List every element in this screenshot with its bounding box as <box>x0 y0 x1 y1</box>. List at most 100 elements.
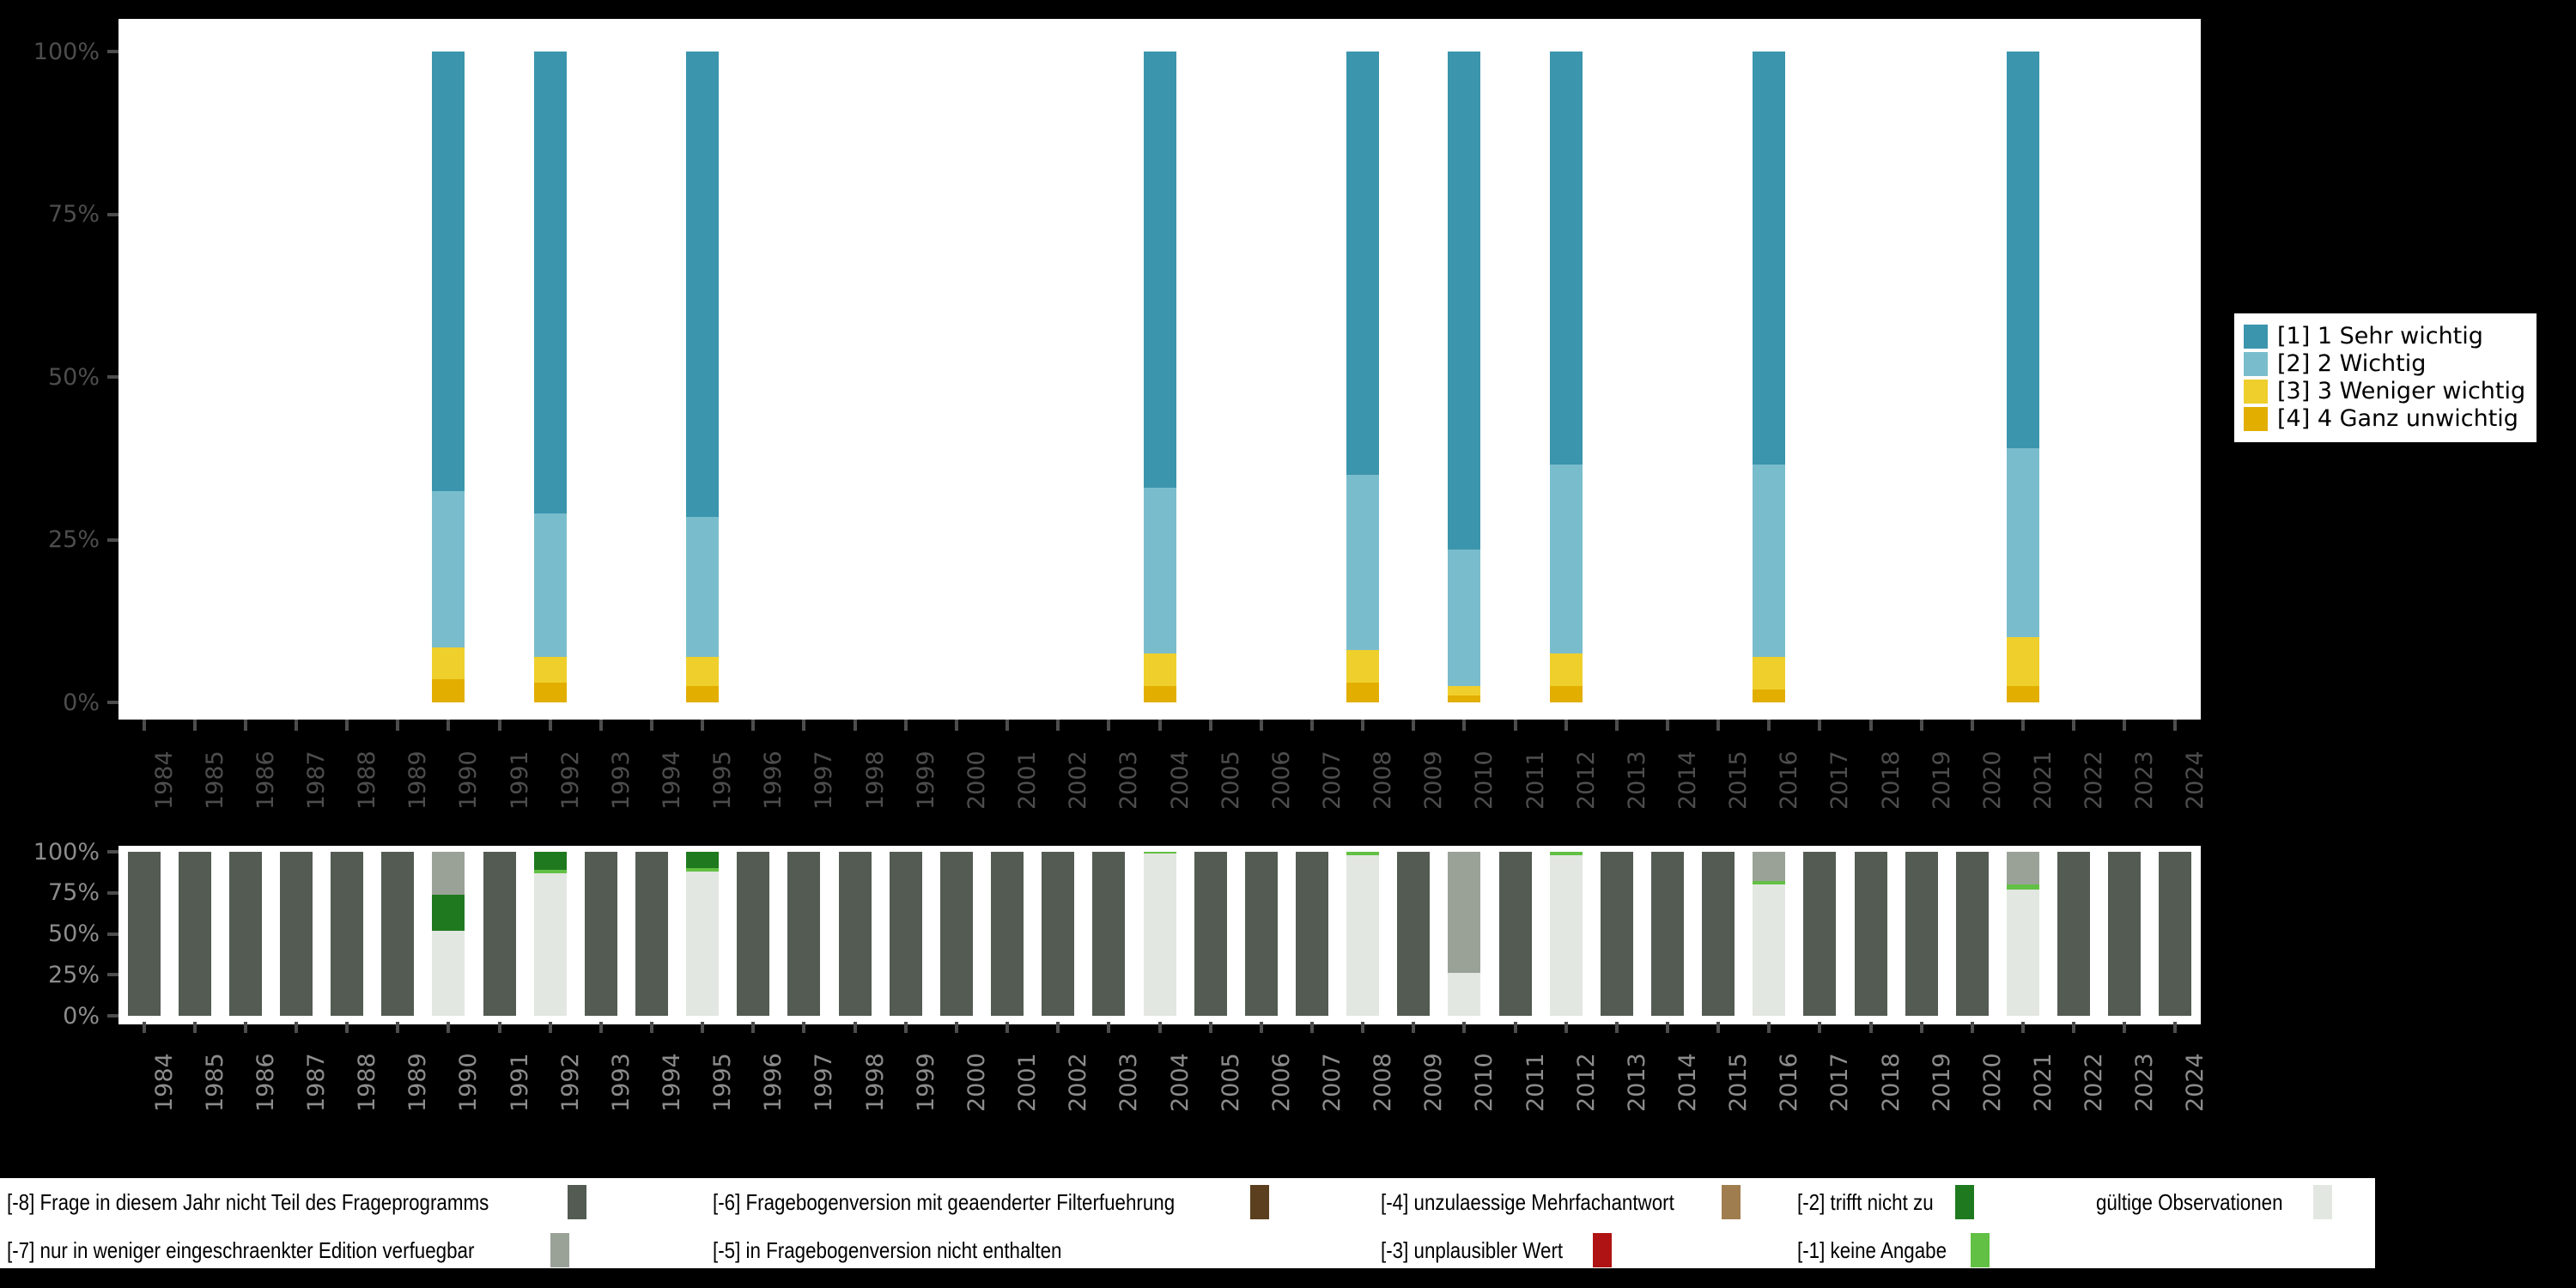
main-bar[interactable] <box>1549 52 1583 702</box>
main-bar[interactable] <box>432 52 465 702</box>
meta-bar[interactable] <box>1448 852 1481 1016</box>
meta-bar[interactable] <box>1702 852 1735 1016</box>
main-bar[interactable] <box>533 52 567 702</box>
missing-legend-label: [-1] keine Angabe <box>1797 1237 1947 1263</box>
main-x-tick-mark <box>701 720 705 731</box>
meta-bar[interactable] <box>1650 852 1684 1016</box>
meta-x-tick-label: 1992 <box>556 1053 584 1112</box>
meta-x-tick-mark <box>1665 1022 1669 1033</box>
meta-bar[interactable] <box>2006 852 2039 1016</box>
meta-x-tick-label: 1999 <box>912 1053 939 1112</box>
meta-bar[interactable] <box>737 852 770 1016</box>
meta-bar-segment <box>1092 852 1126 1016</box>
missing-legend-item[interactable]: [-7] nur in weniger eingeschraenkter Edi… <box>7 1233 570 1267</box>
missing-legend-swatch-icon <box>1118 1233 1138 1267</box>
main-y-tick-label: 0% <box>63 689 100 716</box>
meta-x-tick-label: 2018 <box>1877 1053 1905 1112</box>
missing-legend-item[interactable]: [-1] keine Angabe <box>1797 1233 1990 1267</box>
meta-bar[interactable] <box>228 852 262 1016</box>
main-x-tick-label: 2006 <box>1267 750 1295 810</box>
meta-bar[interactable] <box>1194 852 1227 1016</box>
main-bar[interactable] <box>1143 52 1176 702</box>
meta-bar[interactable] <box>331 852 364 1016</box>
meta-bar[interactable] <box>483 852 516 1016</box>
legend-item-3[interactable]: [3] 3 Weniger wichtig <box>2244 378 2525 405</box>
meta-bar[interactable] <box>838 852 872 1016</box>
meta-x-tick-mark <box>142 1022 146 1033</box>
main-bar[interactable] <box>1448 52 1481 702</box>
meta-bar[interactable] <box>1143 852 1176 1016</box>
meta-bar[interactable] <box>280 852 313 1016</box>
main-bar-segment <box>1346 650 1380 683</box>
meta-bar[interactable] <box>1295 852 1328 1016</box>
missing-legend-item[interactable]: [-2] trifft nicht zu <box>1797 1185 1975 1219</box>
meta-bar[interactable] <box>1955 852 1989 1016</box>
main-x-tick-label: 2012 <box>1572 750 1600 810</box>
main-bar-segment <box>1448 549 1481 687</box>
missing-legend-item[interactable]: [-4] unzulaessige Mehrfachantwort <box>1381 1185 1741 1219</box>
main-bar-segment <box>1549 653 1583 687</box>
meta-bar[interactable] <box>1600 852 1633 1016</box>
meta-bar[interactable] <box>1346 852 1380 1016</box>
meta-bar[interactable] <box>1854 852 1887 1016</box>
meta-bar[interactable] <box>635 852 669 1016</box>
missing-legend-item[interactable]: [-8] Frage in diesem Jahr nicht Teil des… <box>7 1185 586 1219</box>
main-x-tick-mark <box>598 720 603 731</box>
meta-x-tick-label: 1986 <box>252 1053 279 1112</box>
meta-bar-segment <box>1600 852 1633 1016</box>
meta-bar[interactable] <box>127 852 161 1016</box>
meta-x-tick-mark <box>1818 1022 1822 1033</box>
meta-bar[interactable] <box>1753 852 1786 1016</box>
main-bar[interactable] <box>1346 52 1380 702</box>
main-bar-segment <box>1549 465 1583 654</box>
meta-bar-segment <box>1498 852 1532 1016</box>
meta-x-tick-label: 2015 <box>1725 1053 1753 1112</box>
meta-bar[interactable] <box>584 852 617 1016</box>
meta-bar[interactable] <box>1905 852 1938 1016</box>
meta-bar[interactable] <box>432 852 465 1016</box>
main-y-tick-mark <box>107 212 118 216</box>
meta-bar[interactable] <box>787 852 821 1016</box>
missing-legend-item[interactable]: [-6] Fragebogenversion mit geaenderter F… <box>713 1185 1269 1219</box>
missing-legend-label: [-5] in Fragebogenversion nicht enthalte… <box>713 1237 1062 1263</box>
main-bar[interactable] <box>2006 52 2039 702</box>
meta-bar-segment <box>533 872 567 1016</box>
main-bar-segment <box>686 52 720 517</box>
meta-bar[interactable] <box>2108 852 2142 1016</box>
legend-item-1[interactable]: [1] 1 Sehr wichtig <box>2244 323 2525 350</box>
meta-bar[interactable] <box>178 852 211 1016</box>
meta-bar[interactable] <box>2057 852 2091 1016</box>
meta-bar[interactable] <box>381 852 415 1016</box>
main-x-tick-mark <box>650 720 654 731</box>
legend-item-2[interactable]: [2] 2 Wichtig <box>2244 350 2525 378</box>
meta-bar-segment <box>1753 852 1786 882</box>
meta-bar[interactable] <box>533 852 567 1016</box>
main-bar-segment <box>1753 52 1786 465</box>
meta-bar[interactable] <box>1549 852 1583 1016</box>
missing-legend-item[interactable]: gültige Observationen <box>2096 1185 2332 1219</box>
meta-bar-segment <box>1143 853 1176 1016</box>
main-bar[interactable] <box>1753 52 1786 702</box>
main-x-tick-mark <box>954 720 958 731</box>
meta-x-tick-mark <box>192 1022 197 1033</box>
meta-bar[interactable] <box>991 852 1024 1016</box>
meta-bar[interactable] <box>1803 852 1837 1016</box>
missing-legend-item[interactable]: [-3] unplausibler Wert <box>1381 1233 1612 1267</box>
main-bar-segment <box>1753 465 1786 657</box>
meta-bar[interactable] <box>1042 852 1075 1016</box>
meta-bar[interactable] <box>686 852 720 1016</box>
meta-x-tick-label: 2001 <box>1014 1053 1042 1112</box>
meta-x-tick-label: 1995 <box>709 1053 737 1112</box>
meta-bar[interactable] <box>939 852 973 1016</box>
legend-item-4[interactable]: [4] 4 Ganz unwichtig <box>2244 405 2525 433</box>
meta-bar[interactable] <box>1092 852 1126 1016</box>
main-x-tick-mark <box>2123 720 2127 731</box>
meta-bar[interactable] <box>2159 852 2192 1016</box>
meta-bar[interactable] <box>1244 852 1278 1016</box>
legend-swatch-icon <box>2244 352 2268 376</box>
meta-bar[interactable] <box>889 852 922 1016</box>
main-bar[interactable] <box>686 52 720 702</box>
meta-bar[interactable] <box>1498 852 1532 1016</box>
missing-legend-item[interactable]: [-5] in Fragebogenversion nicht enthalte… <box>713 1233 1138 1267</box>
meta-bar[interactable] <box>1397 852 1431 1016</box>
